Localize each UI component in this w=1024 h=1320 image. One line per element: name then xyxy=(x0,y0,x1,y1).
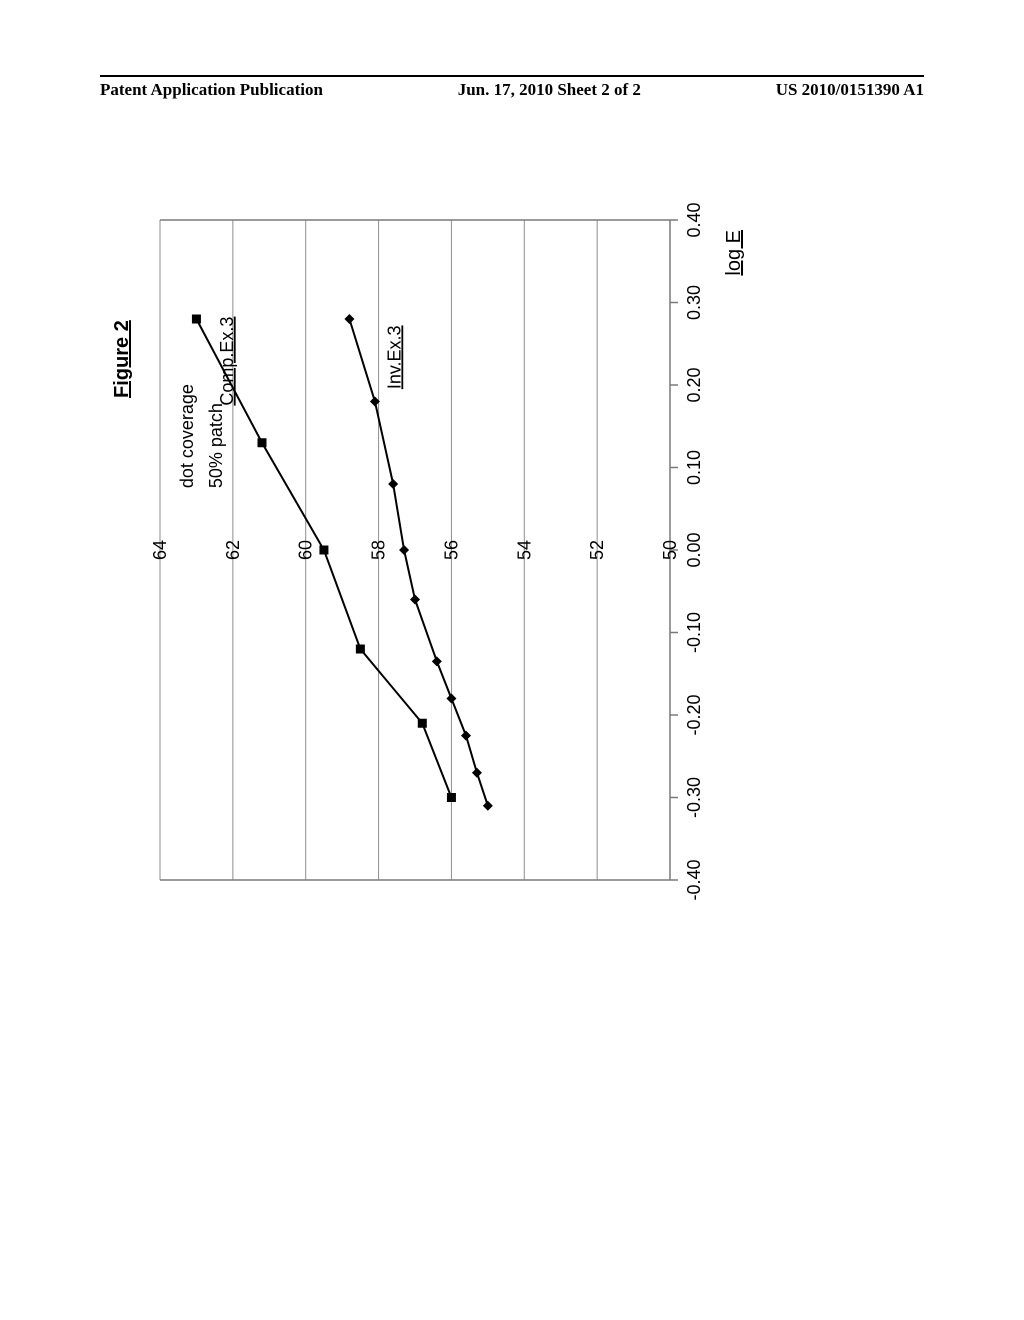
svg-text:dot coverage: dot coverage xyxy=(177,384,197,488)
series-label-Inv.Ex.3: Inv.Ex.3 xyxy=(384,325,404,389)
chart-container: -0.40 -0.30 -0.20 -0.10 0.00 0.10 0.20 0.30 0.40… xyxy=(130,200,890,960)
svg-text:0.10: 0.10 xyxy=(684,450,704,485)
svg-text:-0.40: -0.40 xyxy=(684,859,704,900)
svg-text:52: 52 xyxy=(587,540,607,560)
header-rule xyxy=(100,75,924,77)
svg-text:-0.20: -0.20 xyxy=(684,694,704,735)
page-header: Patent Application Publication Jun. 17, … xyxy=(100,80,924,100)
header-right: US 2010/0151390 A1 xyxy=(776,80,924,100)
svg-text:60: 60 xyxy=(296,540,316,560)
svg-text:0.40: 0.40 xyxy=(684,202,704,237)
svg-text:log E: log E xyxy=(723,230,745,276)
page: Patent Application Publication Jun. 17, … xyxy=(0,0,1024,1320)
svg-text:-0.30: -0.30 xyxy=(684,777,704,818)
svg-text:0.20: 0.20 xyxy=(684,367,704,402)
svg-text:64: 64 xyxy=(150,540,170,560)
svg-text:58: 58 xyxy=(369,540,389,560)
series-label-Comp.Ex.3: Comp.Ex.3 xyxy=(217,317,237,406)
svg-text:0.00: 0.00 xyxy=(684,532,704,567)
svg-text:56: 56 xyxy=(441,540,461,560)
dot-coverage-chart: -0.40 -0.30 -0.20 -0.10 0.00 0.10 0.20 0.30 0.40… xyxy=(130,200,770,960)
header-center: Jun. 17, 2010 Sheet 2 of 2 xyxy=(458,80,641,100)
svg-text:50: 50 xyxy=(660,540,680,560)
svg-text:62: 62 xyxy=(223,540,243,560)
svg-text:-0.10: -0.10 xyxy=(684,612,704,653)
svg-text:50% patch: 50% patch xyxy=(206,403,226,488)
header-left: Patent Application Publication xyxy=(100,80,323,100)
svg-text:54: 54 xyxy=(514,540,534,560)
svg-text:0.30: 0.30 xyxy=(684,285,704,320)
